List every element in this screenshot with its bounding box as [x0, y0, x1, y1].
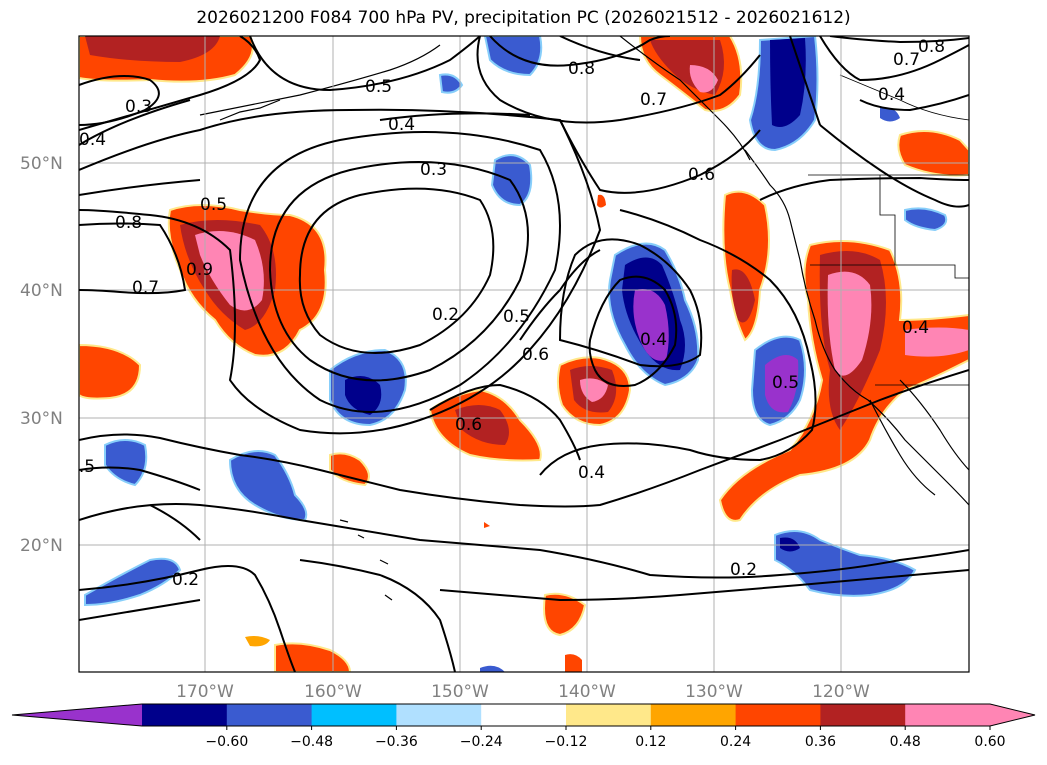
colorbar-segment — [820, 704, 906, 726]
lat-label: 20°N — [20, 536, 63, 556]
contour-label: 0.8 — [568, 59, 595, 79]
colorbar-tick-label: 0.48 — [890, 734, 921, 750]
contour-label: 0.5 — [200, 195, 227, 215]
contour-label: 0.2 — [172, 570, 199, 590]
colorbar-segment — [650, 704, 737, 726]
contour-label: 0.5 — [68, 457, 95, 477]
lat-label: 40°N — [20, 281, 63, 301]
lon-label: 150°W — [431, 682, 489, 702]
contour-label: 0.6 — [455, 415, 482, 435]
contour-label: 0.4 — [878, 85, 905, 105]
contour-label: 0.3 — [125, 97, 152, 117]
contour-label: 0.6 — [688, 165, 715, 185]
colorbar-tick-label: −0.60 — [205, 734, 248, 750]
coastlines — [199, 36, 969, 601]
contour-label: 0.7 — [640, 90, 667, 110]
colorbar-segment — [481, 704, 567, 726]
contour-label: 0.4 — [640, 330, 667, 350]
contour-label: 0.6 — [522, 345, 549, 365]
colorbar-segment — [311, 704, 397, 726]
colorbar-segment — [396, 704, 482, 726]
contour-label: 0.4 — [902, 318, 929, 338]
lon-label: 140°W — [558, 682, 616, 702]
colorbar-segment — [566, 704, 652, 726]
lon-label: 160°W — [304, 682, 362, 702]
contour-label: 0.7 — [132, 278, 159, 298]
lon-label: 130°W — [685, 682, 743, 702]
lat-label: 50°N — [20, 154, 63, 174]
colorbar-tick-label: −0.24 — [460, 734, 503, 750]
lon-label: 120°W — [812, 682, 870, 702]
contour-label: 0.3 — [420, 160, 447, 180]
negative-precip-fill — [84, 36, 948, 672]
contour-label: 0.8 — [918, 37, 945, 57]
colorbar-extend-min — [12, 704, 142, 726]
longitude-labels: 170°W 160°W 150°W 140°W 130°W 120°W — [176, 682, 870, 702]
colorbar-outline — [11, 703, 1036, 727]
colorbar-segment — [735, 704, 821, 726]
colorbar-tick-label: −0.12 — [545, 734, 588, 750]
colorbar-tick-label: 0.60 — [974, 734, 1005, 750]
chart-title: 2026021200 F084 700 hPa PV, precipitatio… — [196, 8, 851, 28]
colorbar-segment — [905, 704, 991, 726]
colorbar-segment — [142, 704, 228, 726]
lat-label: 30°N — [20, 409, 63, 429]
colorbar-extend-max — [990, 704, 1035, 726]
contour-label: 0.4 — [79, 130, 106, 150]
contour-label: 0.9 — [186, 260, 213, 280]
colorbar-tick-label: 0.24 — [720, 734, 751, 750]
contour-label: 0.7 — [893, 50, 920, 70]
contour-label: 0.2 — [730, 560, 757, 580]
colorbar-segment — [226, 704, 313, 726]
contour-label: 0.8 — [115, 213, 142, 233]
contour-label: 0.5 — [772, 373, 799, 393]
contour-label: 0.5 — [503, 307, 530, 327]
colorbar: −0.60 −0.48 −0.36 −0.24 −0.12 0.12 0.24 0.36 0.4… — [11, 703, 1036, 750]
contour-labels: 0.3 0.4 0.5 0.8 0.7 0.8 0.4 0.4 0.3 0.6 … — [68, 37, 945, 590]
contour-label: 0.5 — [365, 77, 392, 97]
colorbar-tick-label: 0.36 — [805, 734, 836, 750]
contour-label: 0.2 — [432, 305, 459, 325]
contour-label: 0.4 — [578, 463, 605, 483]
pv-contours — [79, 36, 969, 672]
contour-label: 0.4 — [388, 115, 415, 135]
map-frame — [78, 35, 970, 673]
colorbar-tick-label: 0.12 — [635, 734, 666, 750]
latitude-labels: 50°N 40°N 30°N 20°N — [20, 154, 63, 556]
colorbar-tick-label: −0.36 — [375, 734, 418, 750]
colorbar-tick-label: −0.48 — [290, 734, 333, 750]
lon-label: 170°W — [176, 682, 234, 702]
